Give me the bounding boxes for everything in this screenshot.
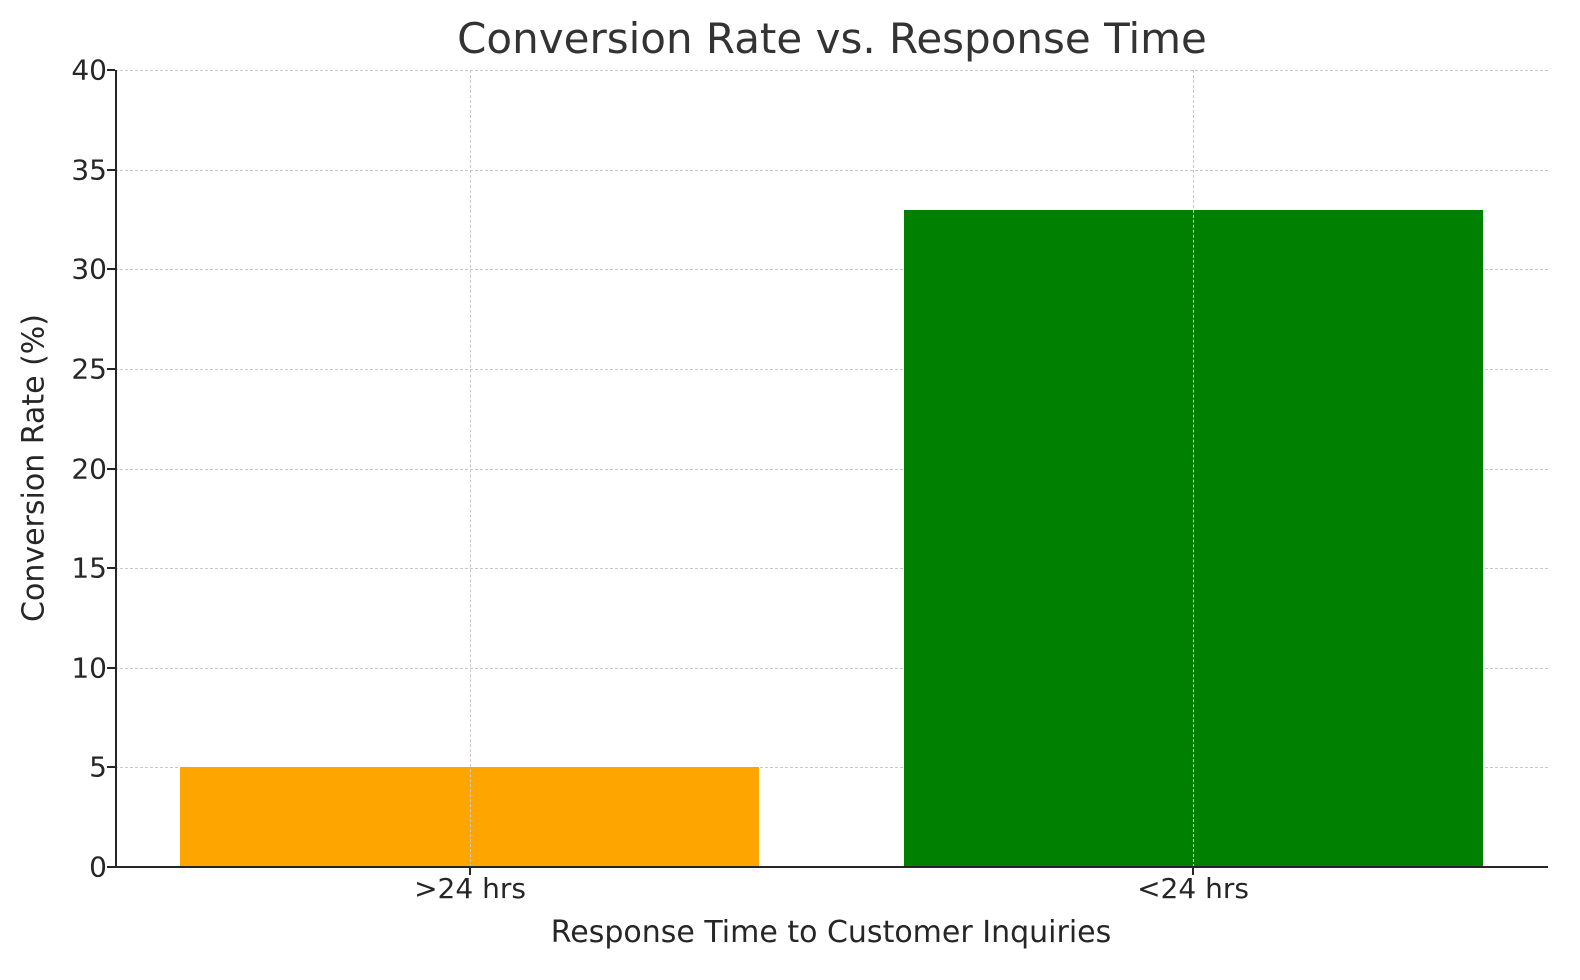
gridline-x-under-24 bbox=[1193, 70, 1194, 867]
plot-area bbox=[107, 69, 1548, 875]
y-tick-label: 15 bbox=[71, 551, 107, 585]
y-tick-mark bbox=[107, 268, 115, 271]
y-tick-label: 25 bbox=[71, 352, 107, 386]
gridline-y-20 bbox=[115, 468, 1548, 470]
gridline-y-35 bbox=[115, 169, 1548, 171]
y-tick-label: 35 bbox=[71, 153, 107, 187]
x-tick-mark bbox=[469, 867, 471, 875]
x-tick-label: >24 hrs bbox=[414, 872, 526, 905]
y-tick-mark bbox=[107, 766, 115, 769]
y-axis-line bbox=[115, 70, 117, 867]
gridline-y-15 bbox=[115, 568, 1548, 570]
gridline-x-over-24 bbox=[470, 70, 471, 867]
gridline-y-40 bbox=[115, 70, 1548, 71]
y-tick-label: 10 bbox=[71, 651, 107, 685]
y-tick-label: 30 bbox=[71, 252, 107, 286]
y-tick-mark bbox=[107, 168, 115, 171]
y-tick-mark bbox=[107, 666, 115, 669]
y-axis-label: Conversion Rate (%) bbox=[16, 314, 52, 622]
y-tick-mark bbox=[107, 866, 115, 868]
y-tick-label: 40 bbox=[71, 53, 107, 87]
x-axis-label: Response Time to Customer Inquiries bbox=[550, 915, 1112, 950]
y-tick-label: 0 bbox=[89, 850, 107, 884]
y-tick-mark bbox=[107, 367, 115, 370]
bar-over-24-hrs bbox=[180, 767, 759, 867]
x-axis-line bbox=[115, 866, 1548, 868]
x-tick-mark bbox=[1192, 867, 1194, 875]
gridline-y-5 bbox=[115, 767, 1548, 769]
x-tick-label: <24 hrs bbox=[1137, 872, 1249, 905]
y-tick-label: 5 bbox=[89, 750, 107, 784]
gridline-y-10 bbox=[115, 667, 1548, 669]
y-tick-label: 20 bbox=[71, 452, 107, 485]
y-tick-mark bbox=[107, 69, 115, 71]
y-tick-mark bbox=[107, 567, 115, 570]
chart-title: Conversion Rate vs. Response Time bbox=[457, 14, 1207, 63]
y-tick-mark bbox=[107, 467, 115, 470]
gridline-y-25 bbox=[115, 368, 1548, 370]
gridline-y-30 bbox=[115, 269, 1548, 271]
